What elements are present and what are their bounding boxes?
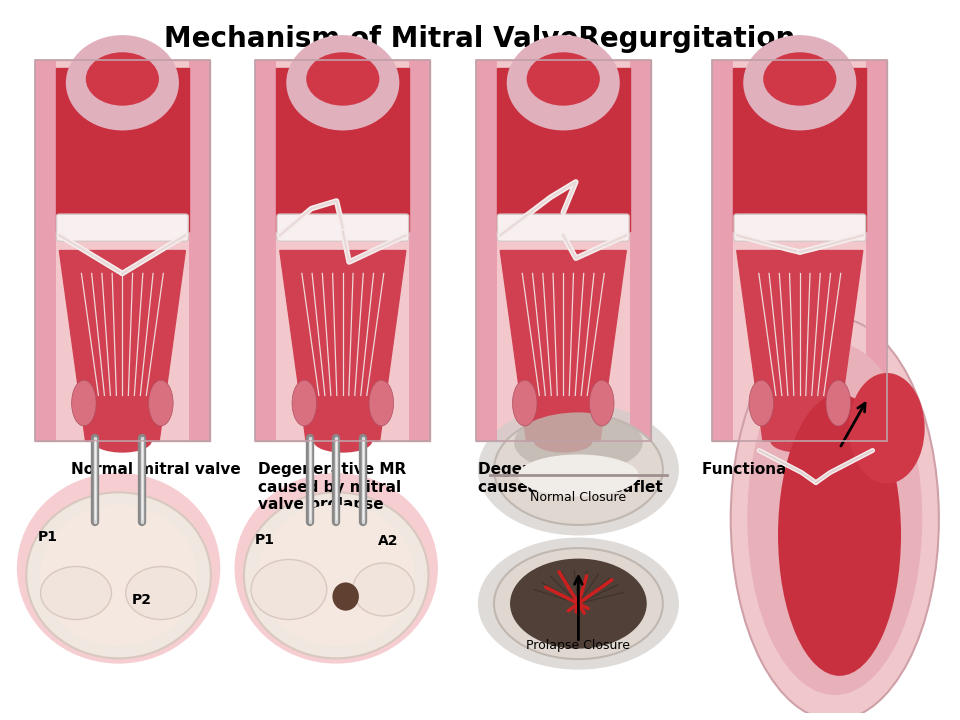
FancyBboxPatch shape (255, 60, 430, 441)
Text: Mechanism of Mitral ValveRegurgitation: Mechanism of Mitral ValveRegurgitation (164, 24, 796, 53)
Text: P1: P1 (37, 529, 58, 544)
Ellipse shape (747, 343, 923, 695)
Ellipse shape (369, 380, 394, 426)
FancyBboxPatch shape (476, 60, 651, 441)
FancyBboxPatch shape (734, 214, 866, 241)
Text: Normal mitral valve: Normal mitral valve (71, 462, 241, 477)
FancyBboxPatch shape (497, 214, 629, 241)
Ellipse shape (258, 505, 415, 646)
FancyBboxPatch shape (476, 60, 496, 441)
FancyBboxPatch shape (255, 60, 276, 441)
Ellipse shape (770, 430, 829, 453)
Polygon shape (279, 251, 406, 441)
Text: Degenerative MR
caused by flail leaflet: Degenerative MR caused by flail leaflet (478, 462, 662, 495)
Text: A2: A2 (378, 534, 398, 549)
Ellipse shape (513, 380, 537, 426)
Ellipse shape (507, 35, 620, 130)
FancyBboxPatch shape (277, 214, 409, 241)
Ellipse shape (494, 548, 662, 659)
Ellipse shape (72, 380, 96, 426)
Ellipse shape (778, 394, 901, 676)
Ellipse shape (26, 492, 211, 658)
Text: P1: P1 (255, 533, 276, 547)
Polygon shape (276, 68, 409, 232)
Polygon shape (733, 68, 866, 232)
Ellipse shape (763, 53, 836, 106)
Ellipse shape (849, 373, 924, 484)
Polygon shape (56, 68, 189, 232)
Ellipse shape (66, 35, 179, 130)
Ellipse shape (514, 413, 643, 472)
Ellipse shape (40, 567, 111, 619)
Ellipse shape (40, 505, 197, 646)
Ellipse shape (332, 582, 359, 611)
Ellipse shape (589, 380, 614, 426)
FancyBboxPatch shape (35, 60, 210, 441)
Ellipse shape (126, 567, 197, 619)
FancyBboxPatch shape (409, 60, 430, 441)
Ellipse shape (313, 430, 372, 453)
Ellipse shape (731, 318, 939, 720)
Ellipse shape (352, 563, 415, 616)
Text: Prolapse Closure: Prolapse Closure (526, 639, 631, 652)
Ellipse shape (286, 35, 399, 130)
Ellipse shape (494, 414, 662, 525)
Ellipse shape (306, 53, 379, 106)
Ellipse shape (478, 538, 679, 670)
Polygon shape (496, 68, 630, 232)
FancyBboxPatch shape (35, 60, 56, 441)
FancyBboxPatch shape (866, 60, 887, 441)
Ellipse shape (234, 473, 438, 664)
Ellipse shape (518, 454, 638, 497)
Polygon shape (60, 251, 185, 441)
FancyBboxPatch shape (57, 214, 188, 241)
Text: Degenerative MR
caused by mitral
valve prolapse: Degenerative MR caused by mitral valve p… (257, 462, 406, 512)
Polygon shape (736, 251, 863, 441)
Polygon shape (500, 251, 626, 441)
Text: Functional MR: Functional MR (703, 462, 824, 477)
Ellipse shape (252, 559, 326, 619)
Ellipse shape (826, 380, 851, 426)
Ellipse shape (292, 380, 317, 426)
Ellipse shape (17, 473, 220, 664)
FancyBboxPatch shape (189, 60, 210, 441)
Ellipse shape (149, 380, 173, 426)
Ellipse shape (510, 559, 647, 649)
Ellipse shape (85, 53, 159, 106)
FancyBboxPatch shape (630, 60, 651, 441)
Ellipse shape (478, 403, 679, 536)
Ellipse shape (749, 380, 774, 426)
FancyBboxPatch shape (712, 60, 887, 441)
Text: P2: P2 (132, 593, 153, 607)
Ellipse shape (93, 430, 152, 453)
Ellipse shape (244, 492, 428, 658)
Text: Normal Closure: Normal Closure (530, 490, 627, 503)
Ellipse shape (743, 35, 856, 130)
Ellipse shape (527, 53, 600, 106)
Ellipse shape (534, 430, 592, 453)
FancyBboxPatch shape (712, 60, 733, 441)
